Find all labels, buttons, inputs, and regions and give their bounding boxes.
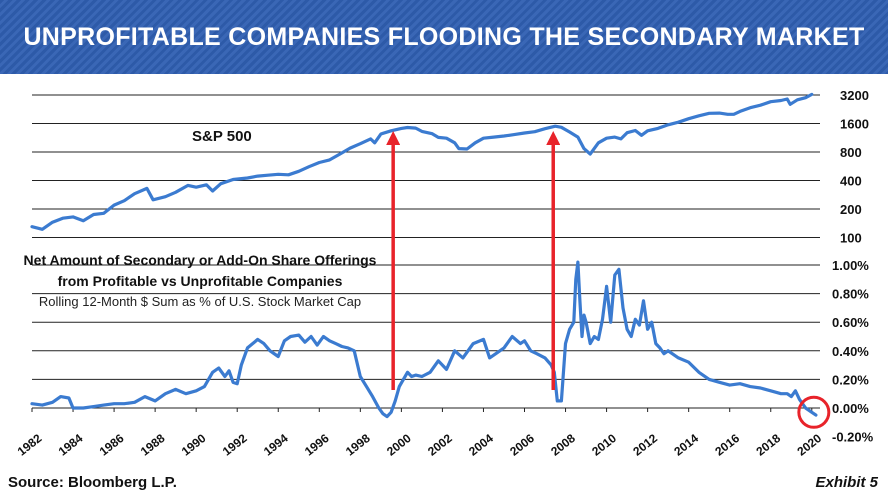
offerings-tick-label: 1.00% (832, 258, 869, 273)
x-tick-label: 2004 (466, 431, 496, 459)
peak-arrows (386, 131, 561, 390)
sp500-tick-label: 3200 (840, 88, 869, 103)
offerings-tick-label: -0.20% (832, 430, 874, 445)
source-note: Source: Bloomberg L.P. (8, 474, 177, 491)
offerings-tick-label: 0.40% (832, 344, 869, 359)
x-tick-label: 1984 (56, 431, 86, 459)
offerings-tick-label: 0.60% (832, 315, 869, 330)
x-tick-label: 1986 (97, 431, 127, 459)
x-tick-label: 2014 (671, 431, 701, 459)
x-tick-label: 1996 (302, 431, 332, 459)
x-tick-label: 2016 (712, 431, 742, 459)
sp500-tick-label: 800 (840, 145, 862, 160)
offerings-yaxis: -0.20% 0.00% 0.20% 0.40% 0.60% 0.80% 1.00% (832, 258, 874, 445)
sp500-tick-label: 100 (840, 231, 862, 246)
offerings-tick-label: 0.80% (832, 287, 869, 302)
x-tick-label: 1994 (261, 431, 291, 459)
sp500-yaxis: 100 200 400 800 1600 3200 (840, 88, 869, 246)
x-tick-label: 1990 (179, 431, 209, 459)
x-tick-label: 2010 (589, 431, 619, 459)
offerings-tick-label: 0.00% (832, 401, 869, 416)
x-tick-label: 1998 (343, 431, 373, 459)
offerings-title-line2: from Profitable vs Unprofitable Companie… (57, 273, 343, 289)
offerings-line (30, 260, 818, 419)
chart-area: 100 200 400 800 1600 3200 -0.20% 0.00% 0.20% 0.4… (15, 88, 874, 459)
latest-value-circle (797, 395, 831, 429)
x-tick-label: 2012 (630, 431, 660, 459)
offerings-tick-label: 0.20% (832, 372, 869, 387)
exhibit-label: Exhibit 5 (815, 474, 878, 491)
sp500-label: S&P 500 (192, 128, 252, 145)
offerings-subtitle: Rolling 12-Month $ Sum as % of U.S. Stoc… (38, 294, 362, 309)
x-tick-label: 2018 (753, 431, 783, 459)
series-lines (30, 92, 818, 419)
chart-title: UNPROFITABLE COMPANIES FLOODING THE SECO… (23, 23, 865, 51)
title-banner (0, 0, 888, 74)
x-tick-label: 1982 (15, 431, 45, 459)
x-tick-label: 2008 (548, 431, 578, 459)
x-tick-label: 2002 (425, 431, 455, 459)
sp500-tick-label: 1600 (840, 117, 869, 132)
x-axis: 1982 1984 1986 1988 1990 1992 1994 1996 1998 2000… (15, 408, 824, 459)
offerings-title-line1: Net Amount of Secondary or Add-On Share … (23, 252, 377, 268)
x-tick-label: 2000 (384, 431, 414, 459)
x-tick-label: 1988 (138, 431, 168, 459)
x-tick-label: 2006 (507, 431, 537, 459)
gridlines (32, 94, 820, 409)
sp500-line (30, 92, 814, 231)
sp500-tick-label: 200 (840, 202, 862, 217)
sp500-tick-label: 400 (840, 174, 862, 189)
x-tick-label: 2020 (794, 431, 824, 459)
highlight-circle (797, 395, 831, 429)
x-tick-label: 1992 (220, 431, 250, 459)
